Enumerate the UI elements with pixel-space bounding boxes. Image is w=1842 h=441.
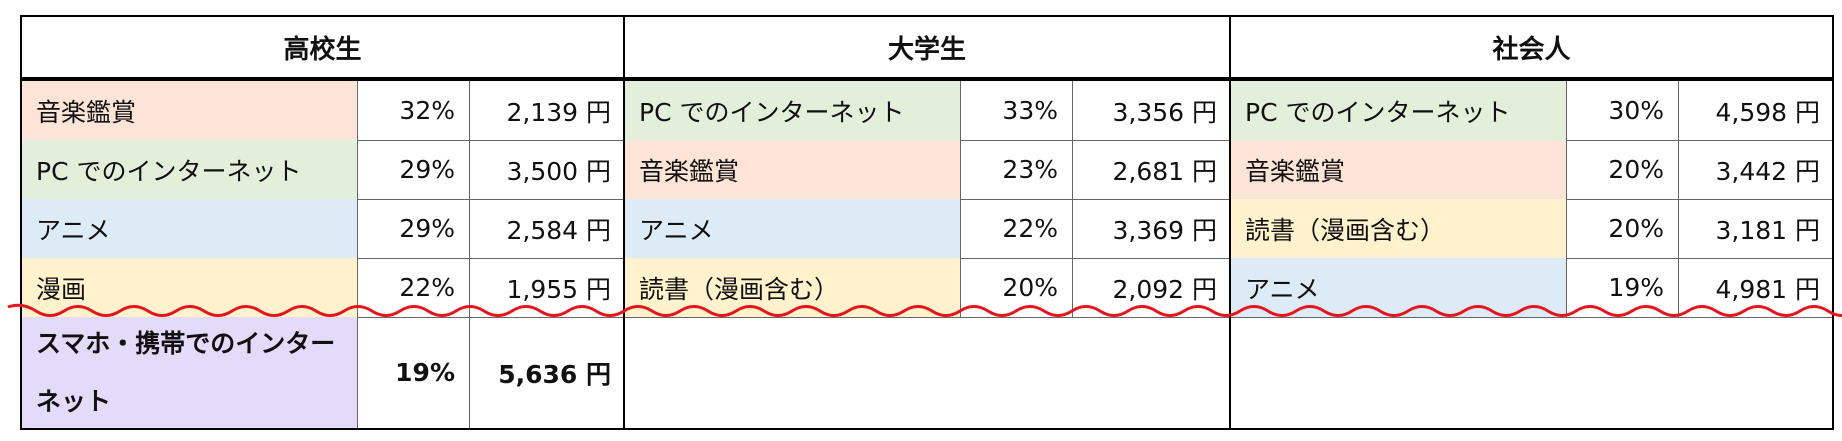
activity-name: アニメ [22, 199, 358, 258]
activity-name: 読書（漫画含む） [1231, 199, 1567, 258]
amount: 2,681 円 [1112, 156, 1217, 186]
percentage: 23% [961, 140, 1073, 199]
table-row: 音楽鑑賞 20% 3,442 円 [1231, 140, 1832, 200]
percentage: 30% [1567, 81, 1679, 140]
percentage: 32% [358, 81, 470, 140]
percentage: 22% [961, 199, 1073, 258]
table-row-extra: スマホ・携帯でのインターネット 19% 5,636 円 [22, 317, 623, 428]
amount: 4,598 円 [1715, 97, 1820, 127]
amount: 3,500 円 [506, 156, 611, 186]
table-row: アニメ 29% 2,584 円 [22, 199, 623, 259]
activity-name: アニメ [1231, 258, 1567, 317]
amount: 2,139 円 [506, 97, 611, 127]
percentage: 20% [961, 258, 1073, 317]
amount: 3,369 円 [1112, 215, 1217, 245]
activity-name: アニメ [625, 199, 961, 258]
group-title: 大学生 [625, 17, 1229, 81]
table-row: アニメ 22% 3,369 円 [625, 199, 1229, 259]
percentage: 22% [358, 258, 470, 317]
table-row: 音楽鑑賞 23% 2,681 円 [625, 140, 1229, 200]
percentage: 29% [358, 140, 470, 199]
activity-name: PC でのインターネット [22, 140, 358, 199]
table-row: 読書（漫画含む） 20% 2,092 円 [625, 258, 1229, 318]
table-row: PC でのインターネット 29% 3,500 円 [22, 140, 623, 200]
activity-name: 音楽鑑賞 [22, 81, 358, 140]
table-row: 音楽鑑賞 32% 2,139 円 [22, 81, 623, 141]
amount: 4,981 円 [1715, 274, 1820, 304]
group-working-adult: 社会人 PC でのインターネット 30% 4,598 円 音楽鑑賞 20% 3,… [1229, 15, 1834, 430]
table-row: PC でのインターネット 30% 4,598 円 [1231, 81, 1832, 141]
group-high-school: 高校生 音楽鑑賞 32% 2,139 円 PC でのインターネット 29% 3,… [20, 15, 625, 430]
amount: 3,356 円 [1112, 97, 1217, 127]
percentage: 29% [358, 199, 470, 258]
amount: 5,636 円 [498, 359, 611, 389]
activity-name: PC でのインターネット [1231, 81, 1567, 140]
amount: 1,955 円 [506, 274, 611, 304]
amount: 3,442 円 [1715, 156, 1820, 186]
amount: 3,181 円 [1715, 215, 1820, 245]
group-title: 社会人 [1231, 17, 1832, 81]
activity-name: スマホ・携帯でのインターネット [22, 317, 358, 428]
group-title: 高校生 [22, 17, 623, 81]
table-row: 読書（漫画含む） 20% 3,181 円 [1231, 199, 1832, 259]
table-row: PC でのインターネット 33% 3,356 円 [625, 81, 1229, 141]
table-row: アニメ 19% 4,981 円 [1231, 258, 1832, 318]
activity-name: 漫画 [22, 258, 358, 317]
activity-name: 読書（漫画含む） [625, 258, 961, 317]
amount: 2,092 円 [1112, 274, 1217, 304]
amount: 2,584 円 [506, 215, 611, 245]
activity-name: 音楽鑑賞 [1231, 140, 1567, 199]
percentage: 19% [1567, 258, 1679, 317]
group-university: 大学生 PC でのインターネット 33% 3,356 円 音楽鑑賞 23% 2,… [623, 15, 1231, 430]
table-row: 漫画 22% 1,955 円 [22, 258, 623, 318]
percentage: 20% [1567, 140, 1679, 199]
percentage: 19% [358, 317, 470, 428]
percentage: 20% [1567, 199, 1679, 258]
activity-name: 音楽鑑賞 [625, 140, 961, 199]
percentage: 33% [961, 81, 1073, 140]
activity-name: PC でのインターネット [625, 81, 961, 140]
